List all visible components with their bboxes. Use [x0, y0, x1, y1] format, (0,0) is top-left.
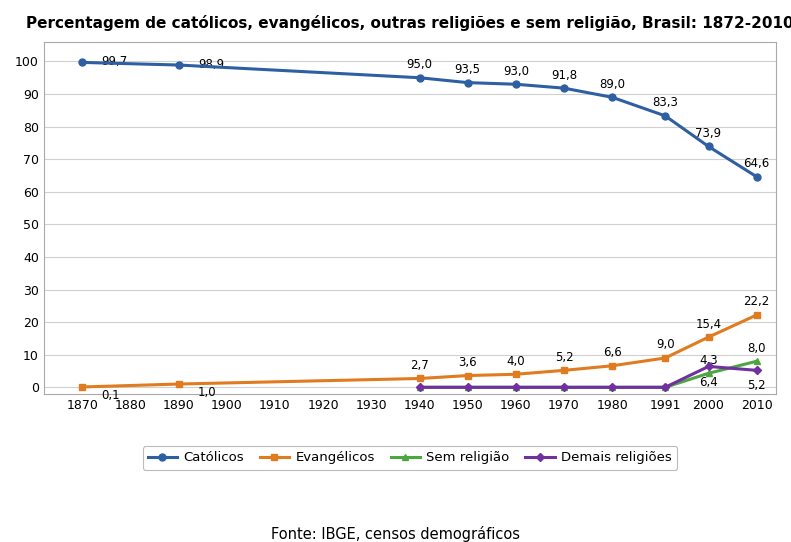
Text: 5,2: 5,2 [747, 379, 766, 392]
Text: 98,9: 98,9 [198, 57, 224, 70]
Text: 15,4: 15,4 [695, 318, 721, 331]
Text: 93,5: 93,5 [455, 63, 481, 76]
Text: 9,0: 9,0 [656, 338, 675, 351]
Text: 83,3: 83,3 [653, 96, 678, 109]
Title: Percentagem de católicos, evangélicos, outras religiões e sem religião, Brasil: : Percentagem de católicos, evangélicos, o… [26, 15, 791, 31]
Text: 91,8: 91,8 [551, 69, 577, 82]
Text: 5,2: 5,2 [554, 351, 573, 364]
Text: 2,7: 2,7 [410, 359, 429, 372]
Text: 95,0: 95,0 [407, 58, 433, 71]
Text: 99,7: 99,7 [101, 55, 128, 68]
Text: 4,3: 4,3 [699, 354, 718, 367]
Text: 8,0: 8,0 [747, 341, 766, 354]
Text: 22,2: 22,2 [744, 295, 770, 308]
Text: 4,0: 4,0 [506, 355, 525, 367]
Text: 64,6: 64,6 [744, 157, 770, 170]
Text: 6,6: 6,6 [603, 346, 622, 359]
Text: 1,0: 1,0 [198, 386, 217, 399]
Text: 6,4: 6,4 [699, 376, 718, 389]
Text: 93,0: 93,0 [503, 64, 529, 78]
Text: 0,1: 0,1 [101, 389, 120, 402]
Text: 89,0: 89,0 [600, 78, 625, 91]
Text: Fonte: IBGE, censos demográficos: Fonte: IBGE, censos demográficos [271, 526, 520, 542]
Text: 3,6: 3,6 [458, 356, 477, 369]
Text: 73,9: 73,9 [695, 127, 721, 140]
Legend: Católicos, Evangélicos, Sem religião, Demais religiões: Católicos, Evangélicos, Sem religião, De… [142, 446, 677, 470]
